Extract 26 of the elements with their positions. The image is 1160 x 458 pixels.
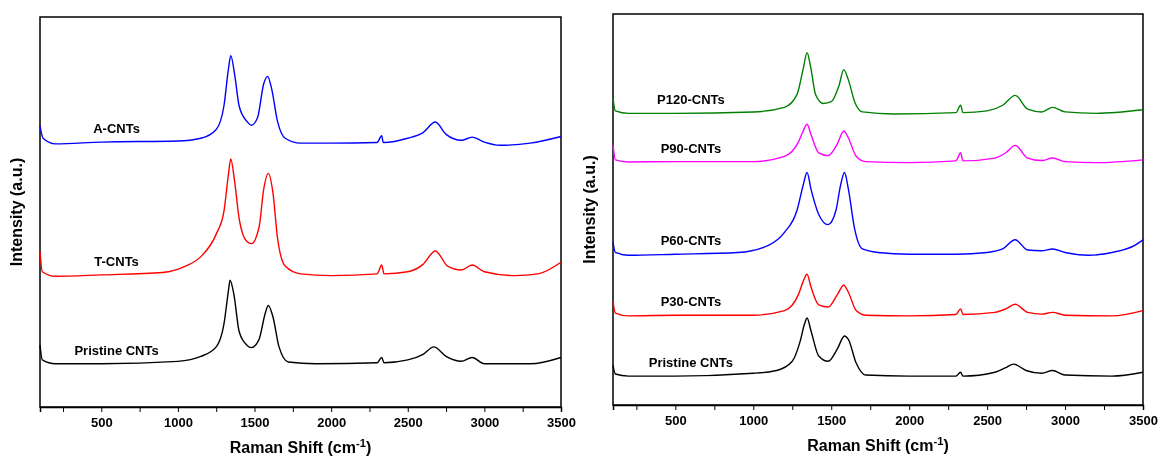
x-tick-label: 2000 xyxy=(317,414,347,430)
series-label: A-CNTs xyxy=(93,121,140,137)
series-label: P90-CNTs xyxy=(660,140,722,156)
x-tick-label: 3500 xyxy=(1129,412,1158,428)
x-tick-label: 500 xyxy=(90,414,113,430)
x-tick-label: 2500 xyxy=(973,412,1003,428)
x-tick-label: 1500 xyxy=(240,414,270,430)
x-tick-label: 3500 xyxy=(547,414,576,430)
x-tick-label: 3000 xyxy=(470,414,500,430)
x-tick-label: 2000 xyxy=(895,412,925,428)
x-tick-label: 2500 xyxy=(393,414,423,430)
series-label: T-CNTs xyxy=(94,253,139,269)
series-label: P120-CNTs xyxy=(657,92,725,108)
x-tick-label: 3000 xyxy=(1051,412,1081,428)
series-label: P30-CNTs xyxy=(660,294,722,310)
series-label: Pristine CNTs xyxy=(648,355,734,371)
x-tick-label: 500 xyxy=(665,412,687,428)
x-tick-label: 1000 xyxy=(739,412,769,428)
series-label: Pristine CNTs xyxy=(74,342,159,358)
x-tick-label: 1500 xyxy=(817,412,847,428)
y-axis-title: Intensity (a.u.) xyxy=(8,157,25,267)
series-label: P60-CNTs xyxy=(660,233,722,249)
x-axis-title: Raman Shift (cm$^{-1}$) xyxy=(807,435,949,454)
x-tick-label: 1000 xyxy=(163,414,193,430)
x-axis-title: Raman Shift (cm$^{-1}$) xyxy=(229,437,372,456)
y-axis-title: Intensity (a.u.) xyxy=(581,155,598,264)
